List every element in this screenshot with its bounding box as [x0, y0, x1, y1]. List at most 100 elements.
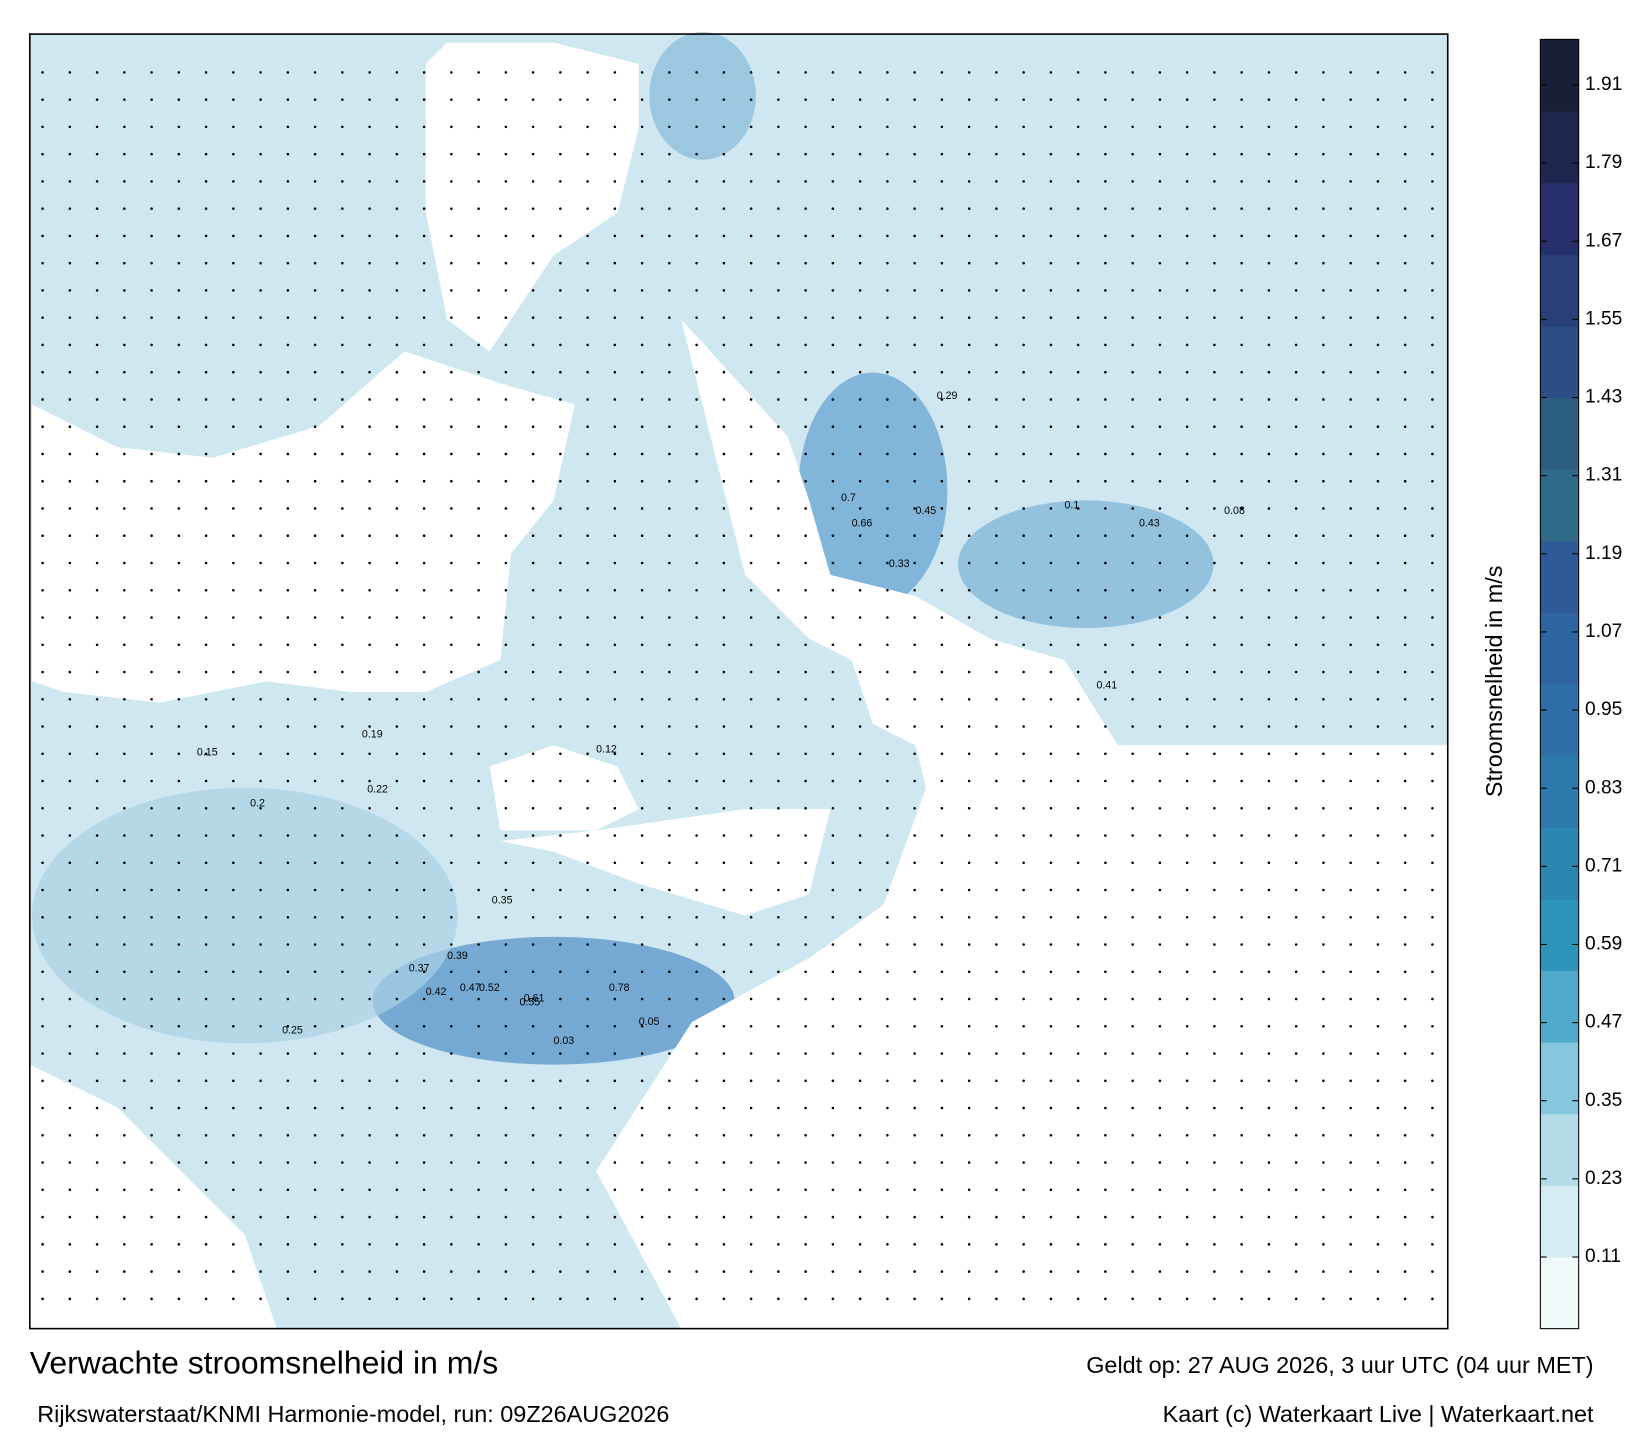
vector-dot	[913, 180, 916, 183]
vector-dot	[913, 997, 916, 1001]
vector-dot	[722, 1134, 726, 1137]
vector-dot	[940, 1188, 944, 1192]
vector-dot	[1022, 725, 1025, 728]
speed-label: 0.39	[447, 950, 468, 962]
vector-dot	[204, 261, 208, 265]
vector-dot	[1022, 261, 1025, 265]
vector-dot	[613, 343, 617, 347]
vector-dot	[313, 425, 317, 428]
vector-dot	[123, 834, 126, 837]
vector-dot	[477, 1052, 480, 1055]
vector-dot	[613, 534, 617, 537]
vector-dot	[368, 261, 371, 265]
vector-dot	[313, 1079, 317, 1083]
vector-dot	[804, 98, 807, 101]
vector-dot	[1376, 1134, 1380, 1137]
vector-dot	[1403, 1270, 1407, 1273]
vector-dot	[341, 289, 344, 292]
vector-dot	[749, 370, 753, 374]
vector-dot	[150, 1052, 153, 1055]
vector-dot	[68, 207, 72, 210]
vector-dot	[586, 806, 589, 810]
vector-dot	[1022, 1079, 1025, 1083]
vector-dot	[1403, 507, 1407, 510]
vector-dot	[41, 398, 44, 401]
vector-dot	[695, 1134, 698, 1137]
vector-dot	[1104, 1188, 1107, 1192]
vector-dot	[41, 670, 44, 674]
vector-dot	[313, 561, 317, 565]
vector-dot	[1158, 152, 1162, 156]
vector-dot	[1213, 1134, 1216, 1137]
vector-dot	[1104, 1134, 1107, 1137]
vector-dot	[68, 970, 72, 974]
vector-dot	[777, 1215, 780, 1219]
vector-dot	[1403, 1025, 1407, 1028]
vector-dot	[777, 752, 780, 756]
vector-dot	[204, 1052, 208, 1055]
vector-dot	[1131, 207, 1134, 210]
vector-dot	[559, 725, 562, 728]
vector-dot	[1349, 561, 1352, 565]
vector-dot	[886, 370, 889, 374]
vector-dot	[777, 152, 780, 156]
vector-dot	[1294, 234, 1298, 238]
vector-dot	[150, 1106, 153, 1110]
vector-dot	[1104, 670, 1107, 674]
vector-dot	[150, 1079, 153, 1083]
vector-dot	[749, 534, 753, 537]
vector-dot	[804, 1297, 807, 1301]
vector-dot	[450, 1188, 453, 1192]
vector-dot	[1185, 1215, 1189, 1219]
vector-dot	[123, 207, 126, 210]
vector-dot	[1158, 1106, 1162, 1110]
vector-dot	[1158, 1297, 1162, 1301]
vector-dot	[395, 398, 399, 401]
vector-dot	[1240, 861, 1243, 865]
vector-dot	[695, 370, 698, 374]
vector-dot	[368, 1188, 371, 1192]
vector-dot	[613, 1270, 617, 1273]
vector-dot	[722, 261, 726, 265]
vector-dot	[477, 425, 480, 428]
vector-dot	[1431, 98, 1434, 101]
vector-dot	[1131, 806, 1134, 810]
vector-dot	[640, 588, 644, 592]
vector-dot	[150, 370, 153, 374]
vector-dot	[967, 71, 971, 74]
vector-dot	[804, 888, 807, 892]
vector-dot	[531, 834, 535, 837]
vector-dot	[313, 888, 317, 892]
vector-dot	[1213, 398, 1216, 401]
vector-dot	[150, 1161, 153, 1164]
vector-dot	[450, 289, 453, 292]
land	[596, 319, 1448, 1329]
colorbar-tick-label: 0.71	[1585, 855, 1622, 876]
vector-dot	[749, 343, 753, 347]
speed-label: 0.35	[492, 894, 513, 906]
vector-dot	[1049, 343, 1053, 347]
vector-dot	[368, 316, 371, 319]
vector-dot	[886, 180, 889, 183]
vector-dot	[368, 1025, 371, 1028]
vector-dot	[1049, 997, 1053, 1001]
vector-dot	[1022, 643, 1025, 647]
vector-dot	[504, 398, 508, 401]
vector-dot	[886, 1025, 889, 1028]
vector-dot	[777, 1270, 780, 1273]
vector-dot	[1158, 752, 1162, 756]
vector-dot	[1267, 207, 1271, 210]
vector-dot	[1104, 152, 1107, 156]
vector-dot	[504, 588, 508, 592]
vector-dot	[150, 752, 153, 756]
vector-dot	[41, 1188, 44, 1192]
vector-dot	[1376, 398, 1380, 401]
vector-dot	[259, 888, 262, 892]
vector-dot	[531, 1134, 535, 1137]
vector-dot	[1104, 1161, 1107, 1164]
vector-dot	[450, 316, 453, 319]
vector-dot	[1185, 725, 1189, 728]
vector-dot	[150, 452, 153, 456]
vector-dot	[1322, 561, 1325, 565]
vector-dot	[68, 125, 72, 129]
